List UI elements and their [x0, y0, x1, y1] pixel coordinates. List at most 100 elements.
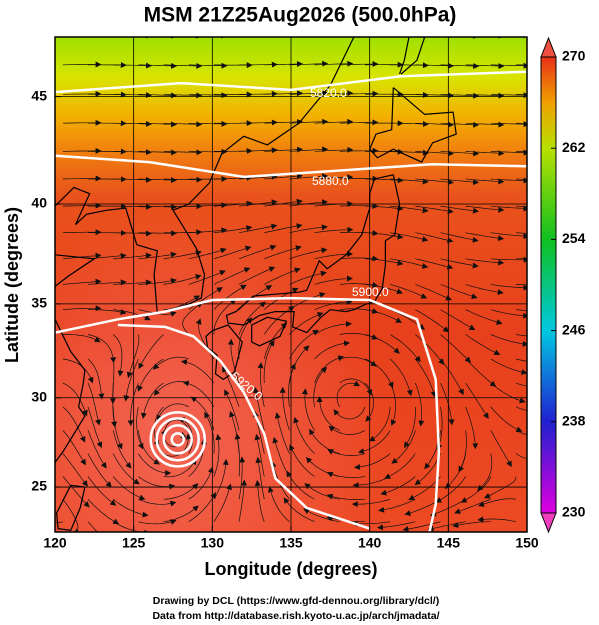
coastline	[55, 254, 97, 287]
streamline	[62, 406, 86, 443]
streamline	[422, 37, 429, 39]
streamline	[112, 430, 132, 469]
colorbar-extend	[540, 36, 557, 58]
streamline	[314, 320, 352, 335]
contour-label: 5900.0	[352, 285, 389, 299]
streamline	[138, 204, 178, 210]
streamline	[213, 483, 233, 522]
streamline	[188, 227, 228, 234]
streamline	[465, 178, 505, 185]
streamline	[380, 476, 416, 496]
streamline	[314, 174, 354, 181]
coastlines	[55, 37, 457, 531]
x-tick-label: 150	[515, 535, 539, 551]
streamline	[283, 497, 315, 523]
x-tick-label: 140	[358, 535, 382, 551]
streamline	[289, 345, 310, 384]
coastline	[251, 316, 288, 347]
streamline	[314, 298, 353, 311]
streamline	[389, 358, 413, 397]
streamline	[112, 406, 123, 450]
streamline	[490, 92, 527, 99]
streamline	[239, 223, 278, 234]
streamline	[109, 358, 116, 405]
streamline	[239, 173, 278, 180]
streamline	[435, 476, 466, 503]
streamline	[490, 149, 527, 156]
streamline	[465, 150, 505, 157]
streamline	[113, 120, 152, 127]
streamline	[440, 150, 480, 157]
streamline	[112, 476, 146, 501]
streamline	[364, 334, 400, 354]
streamline	[289, 224, 328, 234]
streamline	[389, 334, 421, 363]
streamline	[163, 483, 199, 500]
streamline	[440, 334, 472, 363]
streamline	[87, 406, 103, 449]
streamline	[238, 456, 246, 500]
streamline	[138, 121, 178, 128]
streamline	[515, 382, 527, 387]
streamline	[440, 309, 476, 331]
streamline	[440, 205, 479, 214]
contour-line	[55, 296, 441, 532]
streamline	[238, 244, 277, 260]
streamline	[113, 230, 152, 237]
streamline	[156, 403, 189, 422]
streamline	[339, 378, 373, 396]
streamline	[152, 356, 189, 370]
contour-line	[55, 70, 527, 94]
streamline	[163, 149, 203, 156]
streamline	[213, 284, 247, 310]
streamline	[515, 232, 527, 234]
credit: Data from http://database.rish.kyoto-u.a…	[152, 610, 439, 622]
streamline	[196, 37, 203, 39]
x-tick-label: 135	[279, 535, 303, 551]
streamline	[62, 229, 102, 236]
streamline	[465, 205, 505, 213]
streamline	[163, 274, 202, 285]
streamline	[293, 416, 315, 454]
streamline	[239, 119, 278, 126]
streamline	[351, 498, 391, 508]
contour-line	[55, 154, 527, 179]
chart-title: MSM 21Z25Aug2026 (500.0hPa)	[144, 4, 457, 27]
y-axis-label: Latitude (degrees)	[2, 207, 22, 363]
streamline	[188, 247, 227, 260]
streamline	[390, 149, 429, 156]
streamline	[377, 521, 416, 531]
streamline	[402, 521, 441, 532]
streamline	[213, 458, 229, 500]
streamline	[490, 232, 527, 240]
streamline	[238, 301, 266, 335]
streamline	[264, 223, 303, 234]
streamline	[113, 252, 152, 260]
streamline	[178, 417, 193, 454]
streamline	[153, 381, 189, 396]
streamline	[263, 340, 275, 384]
streamline	[440, 284, 478, 300]
streamline	[222, 366, 240, 408]
streamline	[257, 362, 265, 407]
streamline	[146, 37, 152, 39]
streamline	[440, 63, 480, 69]
streamline	[415, 205, 454, 215]
streamline	[436, 406, 443, 451]
streamline	[515, 406, 527, 411]
streamline	[112, 334, 124, 377]
streamline	[213, 225, 253, 234]
streamline	[447, 37, 454, 39]
streamline	[490, 256, 527, 263]
streamline	[62, 175, 102, 182]
streamline	[289, 173, 329, 180]
streamline	[264, 173, 303, 180]
streamline	[264, 198, 303, 207]
streamline	[490, 334, 527, 347]
streamline	[138, 519, 177, 525]
streamline	[188, 466, 214, 500]
streamline	[238, 479, 248, 522]
streamline	[289, 247, 328, 260]
streamline	[87, 334, 117, 364]
streamline	[227, 338, 240, 384]
